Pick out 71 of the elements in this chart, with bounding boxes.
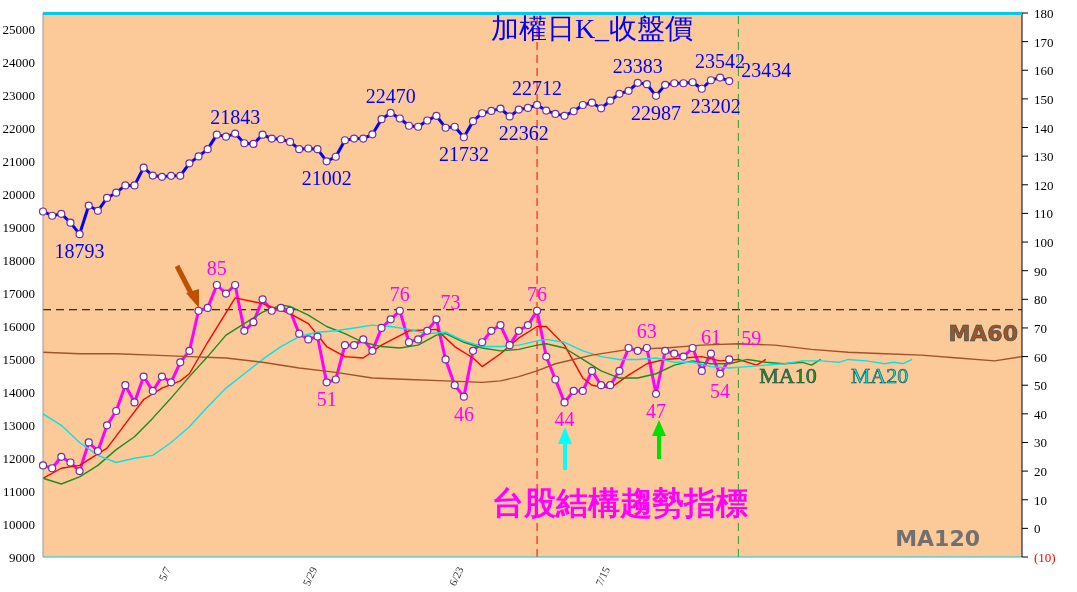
data-label: 61	[700, 325, 721, 348]
data-label: 73	[440, 291, 461, 314]
data-label: 44	[554, 408, 575, 431]
line-series	[42, 324, 913, 464]
x-tick-label: 5/7	[156, 564, 174, 583]
y-tick-label: 21000	[2, 154, 35, 170]
data-label: 63	[636, 319, 657, 342]
data-label: 22362	[498, 122, 549, 145]
y-tick-label: 22000	[2, 121, 35, 137]
data-label: 76	[527, 282, 548, 305]
y2-tick-label: 40	[1034, 406, 1047, 422]
y-tick-label: 10000	[2, 517, 35, 533]
y-tick-label: 12000	[2, 451, 35, 467]
data-label: 51	[316, 388, 337, 411]
y2-tick-label: 100	[1034, 235, 1054, 251]
y2-tick-label: 130	[1034, 149, 1054, 165]
line-series	[42, 343, 1023, 384]
data-label: 23202	[690, 94, 741, 117]
series-label: MA10	[759, 363, 817, 389]
data-label: 46	[453, 402, 474, 425]
data-label: 18793	[54, 240, 105, 263]
data-label: 54	[710, 379, 731, 402]
x-tick-label: 6/23	[446, 564, 466, 588]
x-tick-label: 5/29	[300, 564, 320, 588]
y2-tick-label: 170	[1034, 34, 1054, 50]
y2-tick-label: 50	[1034, 378, 1047, 394]
series-label: MA60	[948, 320, 1018, 346]
y-tick-label: 18000	[2, 253, 35, 269]
y2-tick-label: 110	[1034, 206, 1054, 222]
x-tick-label: 7/15	[592, 564, 613, 588]
y2-tick-label: 140	[1034, 120, 1054, 136]
y-tick-label: 20000	[2, 187, 35, 203]
y-tick-label: 9000	[9, 550, 35, 565]
y-tick-label: 11000	[2, 484, 35, 500]
annotation: MA120	[895, 526, 980, 551]
y-tick-label: 17000	[2, 286, 35, 302]
y2-tick-label: 20	[1034, 464, 1047, 480]
y-tick-label: 25000	[2, 22, 35, 38]
y2-tick-label: 150	[1034, 91, 1054, 107]
annotation: 台股結構趨勢指標	[492, 484, 748, 522]
data-label: 23383	[612, 54, 663, 77]
y2-tick-label: 160	[1034, 63, 1054, 79]
data-label: 21843	[210, 105, 261, 128]
y-tick-label: 16000	[2, 319, 35, 335]
data-label: 85	[206, 257, 227, 279]
y-tick-label: 23000	[2, 88, 35, 104]
y-tick-label: 14000	[2, 385, 35, 401]
data-label: 47	[646, 399, 667, 422]
y2-tick-label: 0	[1034, 521, 1041, 537]
y2-tick-label: 120	[1034, 177, 1054, 193]
data-label: 21002	[301, 167, 352, 190]
y-tick-label: 13000	[2, 418, 35, 434]
y2-tick-label: 180	[1034, 6, 1054, 21]
data-label: 22470	[365, 84, 416, 107]
chart-title: 加權日K_收盤價	[490, 13, 694, 44]
y2-tick-label: 60	[1034, 349, 1047, 365]
data-label: 22712	[512, 76, 563, 99]
y2-tick-label: 10	[1034, 492, 1047, 508]
data-label: 21732	[438, 143, 489, 166]
y-tick-label: 15000	[2, 352, 35, 368]
series-label: MA20	[850, 363, 909, 389]
data-label: 76	[389, 282, 410, 305]
data-label: 22987	[631, 101, 682, 124]
y-tick-label: 24000	[2, 55, 35, 71]
data-label: 59	[741, 327, 762, 350]
y-tick-label: 19000	[2, 220, 35, 236]
y2-tick-label: 80	[1034, 292, 1047, 308]
y2-tick-label: 70	[1034, 320, 1047, 336]
y2-tick-label: 90	[1034, 263, 1047, 279]
y2-tick-label: (10)	[1034, 550, 1056, 565]
y2-tick-label: 30	[1034, 435, 1047, 451]
